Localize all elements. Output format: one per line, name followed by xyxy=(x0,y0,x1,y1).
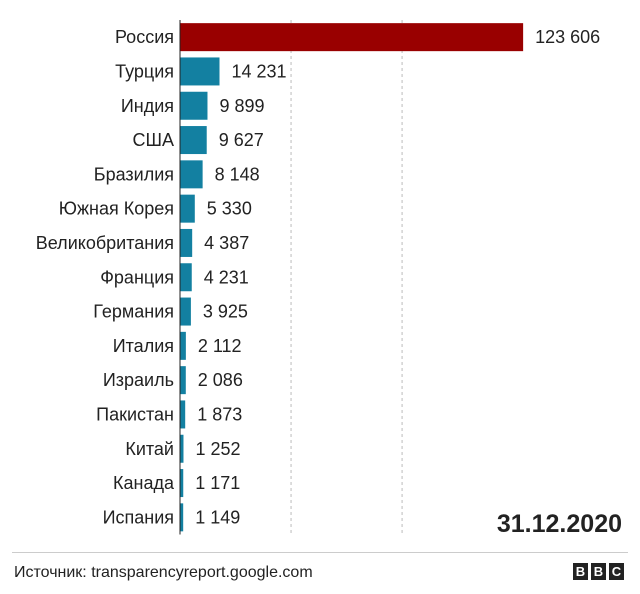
value-label: 1 171 xyxy=(195,473,240,493)
category-label: Франция xyxy=(100,267,174,287)
source-text: Источник: transparencyreport.google.com xyxy=(14,564,313,581)
value-label: 3 925 xyxy=(203,302,248,322)
category-label: Великобритания xyxy=(36,233,174,253)
bar xyxy=(180,57,220,86)
category-label: Индия xyxy=(121,96,174,116)
bar xyxy=(180,400,186,429)
category-label: Россия xyxy=(115,27,174,47)
value-label: 2 112 xyxy=(198,336,242,356)
bar xyxy=(180,23,524,52)
footer-divider xyxy=(12,552,628,553)
value-label: 9 627 xyxy=(219,130,264,150)
bar xyxy=(180,126,207,155)
value-label: 4 387 xyxy=(204,233,249,253)
logo-letter: B xyxy=(573,563,588,580)
bar xyxy=(180,503,184,532)
category-label: США xyxy=(132,130,174,150)
bar xyxy=(180,331,186,360)
bar xyxy=(180,91,208,120)
value-label: 9 899 xyxy=(219,96,264,116)
value-label: 14 231 xyxy=(232,61,287,81)
gridlines xyxy=(290,20,403,535)
value-label: 4 231 xyxy=(204,267,249,287)
category-label: Германия xyxy=(93,302,174,322)
bar xyxy=(180,160,203,189)
category-label: Пакистан xyxy=(96,404,174,424)
bar-chart: Россия 123 606 Турция 14 231 Индия 9 899 США 9 … xyxy=(36,20,600,535)
category-label: Южная Корея xyxy=(59,199,174,219)
value-label: 8 148 xyxy=(215,164,260,184)
bar xyxy=(180,194,195,223)
value-label: 123 606 xyxy=(535,27,600,47)
value-label: 2 086 xyxy=(198,370,243,390)
value-label: 1 873 xyxy=(197,404,242,424)
category-label: Канада xyxy=(113,473,175,493)
category-label: Бразилия xyxy=(94,164,174,184)
bars xyxy=(180,23,524,532)
labels: Россия 123 606 Турция 14 231 Индия 9 899 США 9 … xyxy=(36,27,600,527)
bar xyxy=(180,297,191,326)
value-label: 1 252 xyxy=(195,439,240,459)
category-label: Турция xyxy=(115,61,174,81)
bar xyxy=(180,228,193,257)
bbc-logo: B B C xyxy=(573,563,624,580)
bar xyxy=(180,434,184,463)
logo-letter: B xyxy=(591,563,606,580)
category-label: Израиль xyxy=(103,370,174,390)
value-label: 1 149 xyxy=(195,507,240,527)
category-label: Испания xyxy=(103,507,174,527)
logo-letter: C xyxy=(609,563,624,580)
date-label: 31.12.2020 xyxy=(496,510,622,538)
value-label: 5 330 xyxy=(207,199,252,219)
category-label: Китай xyxy=(125,439,174,459)
bar xyxy=(180,469,184,498)
category-label: Италия xyxy=(113,336,174,356)
bar xyxy=(180,263,192,292)
bar xyxy=(180,366,186,395)
